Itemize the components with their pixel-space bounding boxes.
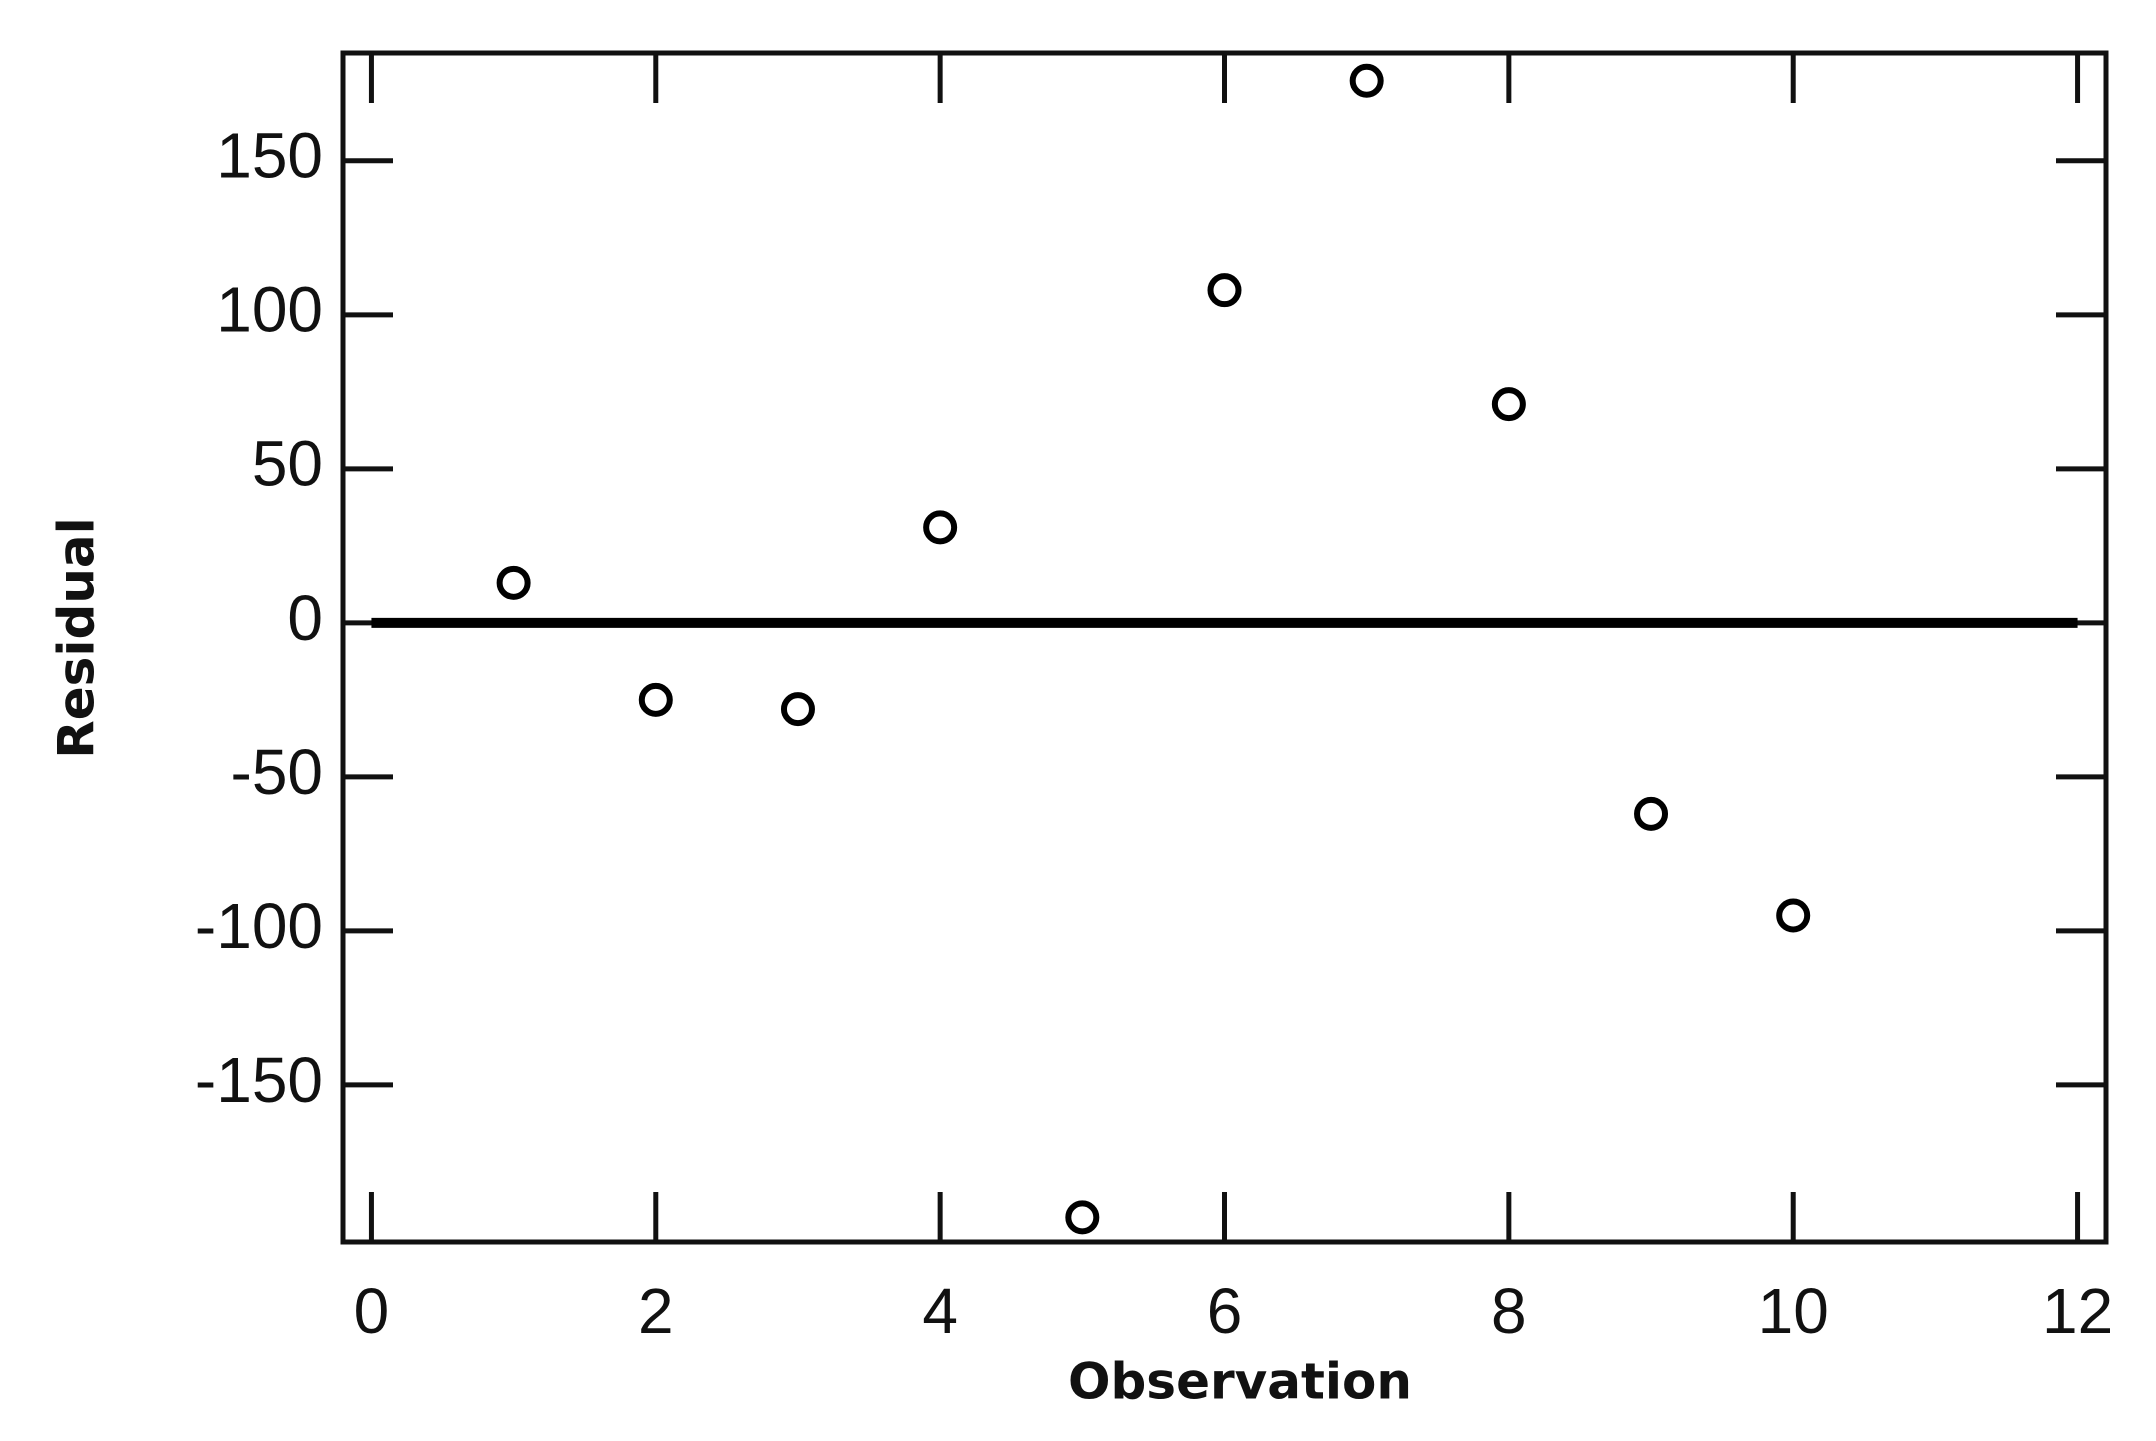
y-tick-label: 150	[216, 120, 323, 192]
y-axis-label: Residual	[48, 517, 106, 759]
y-tick-label: -150	[195, 1044, 323, 1116]
x-tick-label: 4	[922, 1275, 958, 1347]
x-tick-label: 8	[1491, 1275, 1527, 1347]
y-tick-label: 100	[216, 274, 323, 346]
point	[638, 682, 673, 717]
x-tick-label: 12	[2042, 1275, 2113, 1347]
y-tick-label: 0	[287, 582, 323, 654]
point	[1065, 1200, 1100, 1235]
x-tick-label: 10	[1758, 1275, 1829, 1347]
x-tick-label: 2	[638, 1275, 674, 1347]
point	[1776, 898, 1811, 933]
point	[923, 510, 958, 545]
x-tick-label: 0	[354, 1275, 390, 1347]
point	[496, 565, 531, 600]
x-tick-label: 6	[1207, 1275, 1243, 1347]
x-axis-label: Observation	[1068, 1353, 1412, 1411]
point	[1349, 63, 1384, 98]
point	[1491, 387, 1526, 422]
y-tick-label: -100	[195, 890, 323, 962]
plot-frame	[340, 50, 2109, 1245]
y-tick-label: 50	[252, 428, 323, 500]
point	[1207, 273, 1242, 308]
point	[780, 692, 815, 727]
point	[1634, 796, 1669, 831]
y-tick-label: -50	[231, 736, 324, 808]
